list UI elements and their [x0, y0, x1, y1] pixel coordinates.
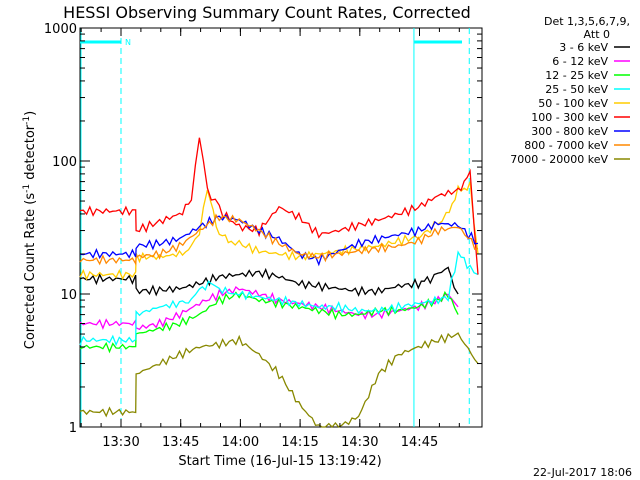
legend-entry-label: 12 - 25 keV — [545, 69, 608, 82]
status-bar-label: N — [125, 38, 131, 47]
legend-entry-label: 6 - 12 keV — [552, 55, 608, 68]
series-line — [79, 266, 459, 297]
legend-entry-label: 7000 - 20000 keV — [510, 153, 608, 166]
x-tick-label: 14:45 — [401, 435, 438, 450]
series-line — [79, 181, 479, 281]
y-tick-label: 10 — [60, 288, 77, 303]
series-line — [79, 137, 479, 275]
series-lines — [79, 137, 479, 428]
x-tick-label: 14:30 — [341, 435, 378, 450]
x-axis-ticks: 13:30 13:45 14:00 14:15 14:30 14:45 — [80, 28, 460, 450]
legend-entry-label: 300 - 800 keV — [531, 125, 608, 138]
plot-frame — [79, 27, 483, 428]
x-axis-title: Start Time (16-Jul-15 13:19:42) — [178, 454, 381, 469]
legend-entry-label: 800 - 7000 keV — [524, 139, 608, 152]
x-tick-label: 13:30 — [102, 435, 139, 450]
y-tick-label: 100 — [52, 155, 77, 170]
status-bars: N — [80, 28, 470, 427]
y-axis-ticks: 1 10 100 1000 — [44, 22, 482, 436]
x-tick-label: 14:00 — [222, 435, 259, 450]
legend-header-line2: Att 0 — [584, 28, 610, 41]
legend-entry-label: 100 - 300 keV — [531, 111, 608, 124]
y-tick-label: 1 — [69, 421, 77, 436]
x-tick-label: 14:15 — [281, 435, 318, 450]
y-axis-title: Corrected Count Rate (s-1 detector-1) — [22, 111, 38, 349]
chart-title: HESSI Observing Summary Count Rates, Cor… — [63, 3, 471, 22]
series-line — [79, 290, 459, 354]
legend-entry-label: 25 - 50 keV — [545, 83, 608, 96]
y-tick-label: 1000 — [44, 22, 77, 37]
legend-entry-label: 50 - 100 keV — [538, 97, 608, 110]
series-line — [79, 250, 479, 347]
series-line — [79, 332, 479, 428]
legend-header-line1: Det 1,3,5,6,7,9, — [544, 15, 630, 28]
footer-date: 22-Jul-2017 18:06 — [533, 466, 632, 479]
legend-entry-label: 3 - 6 keV — [559, 41, 608, 54]
x-tick-label: 13:45 — [162, 435, 199, 450]
series-line — [79, 213, 479, 266]
